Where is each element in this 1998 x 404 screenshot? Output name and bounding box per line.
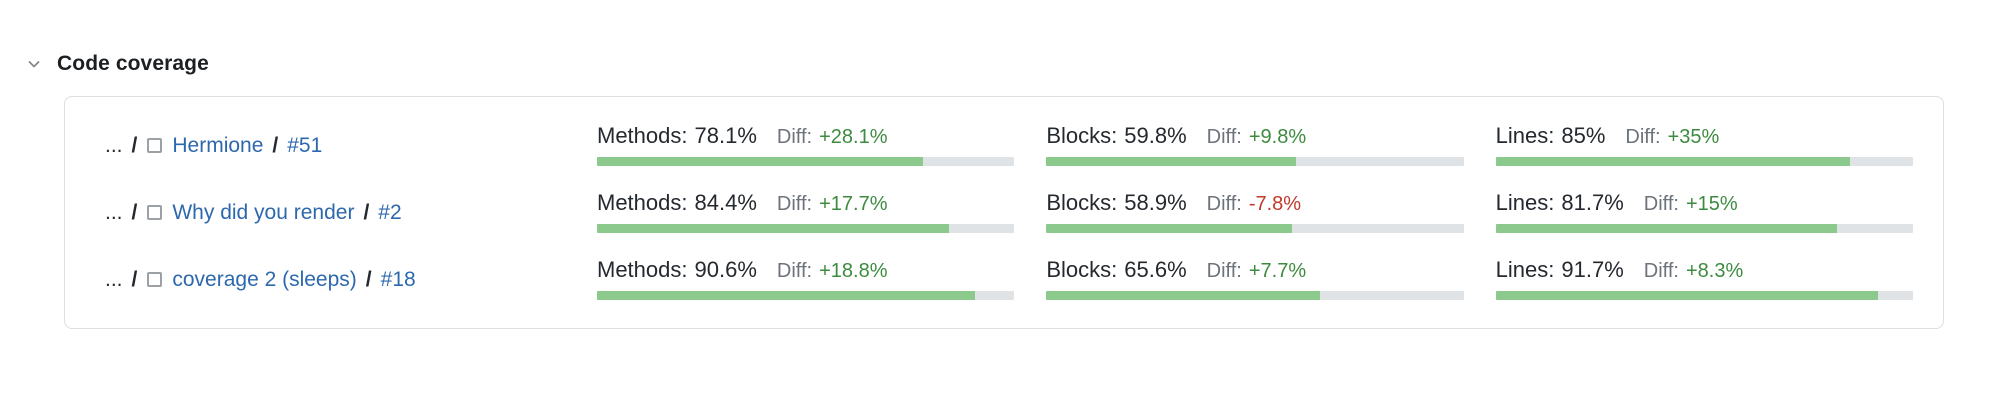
metric-value: 58.9%	[1124, 190, 1187, 215]
metric-value: 91.7%	[1561, 257, 1624, 282]
breadcrumb: ... / Hermione / #51	[105, 123, 565, 166]
build-number-link[interactable]: #18	[380, 267, 416, 291]
breadcrumb-ellipsis: ...	[105, 133, 123, 157]
coverage-bar-track	[1495, 291, 1913, 300]
configuration-link[interactable]: coverage 2 (sleeps)	[172, 267, 357, 291]
coverage-bar-track	[597, 157, 1015, 166]
blocks-metric: Blocks: 65.6% Diff: +7.7%	[1046, 257, 1464, 300]
breadcrumb-separator: /	[363, 200, 370, 224]
diff-value: +7.7%	[1248, 260, 1307, 282]
metric-value: 78.1%	[694, 123, 757, 148]
methods-metric: Methods: 90.6% Diff: +18.8%	[597, 257, 1015, 300]
coverage-bar-fill	[597, 224, 950, 233]
coverage-bar-track	[1046, 224, 1464, 233]
diff-label: Diff:	[1625, 126, 1661, 148]
coverage-bar-fill	[597, 291, 976, 300]
diff-value: +17.7%	[819, 193, 888, 215]
methods-metric: Methods: 78.1% Diff: +28.1%	[597, 123, 1015, 166]
metric-value: 84.4%	[694, 190, 757, 215]
build-number-link[interactable]: #2	[378, 200, 402, 224]
coverage-bar-track	[1046, 291, 1464, 300]
breadcrumb-separator: /	[131, 133, 138, 157]
diff-label: Diff:	[776, 260, 813, 282]
metric-value: 65.6%	[1124, 257, 1187, 282]
chevron-down-icon[interactable]	[25, 55, 43, 73]
diff-value: +35%	[1667, 126, 1720, 148]
coverage-bar-fill	[597, 157, 923, 166]
breadcrumb-separator: /	[131, 267, 138, 291]
blocks-metric: Blocks: 58.9% Diff: -7.8%	[1046, 190, 1464, 233]
metric-label: Blocks:	[1046, 190, 1118, 215]
coverage-bar-fill	[1046, 157, 1296, 166]
diff-label: Diff:	[1643, 193, 1679, 215]
square-outline-icon	[147, 272, 163, 287]
square-outline-icon	[147, 138, 163, 153]
coverage-bar-track	[1046, 157, 1464, 166]
diff-label: Diff:	[776, 126, 813, 148]
diff-value: +18.8%	[819, 260, 888, 282]
breadcrumb-ellipsis: ...	[105, 200, 123, 224]
coverage-bar-track	[597, 224, 1015, 233]
diff-label: Diff:	[1206, 193, 1242, 215]
coverage-grid: ... / Hermione / #51 Methods: 78.1% Diff…	[105, 123, 1913, 300]
blocks-metric: Blocks: 59.8% Diff: +9.8%	[1046, 123, 1464, 166]
breadcrumb-separator: /	[272, 133, 279, 157]
metric-value: 59.8%	[1124, 123, 1187, 148]
diff-label: Diff:	[1206, 126, 1242, 148]
metric-label: Blocks:	[1046, 257, 1118, 282]
metric-value: 85%	[1561, 123, 1606, 148]
metric-value: 90.6%	[694, 257, 757, 282]
breadcrumb: ... / Why did you render / #2	[105, 190, 565, 233]
methods-metric: Methods: 84.4% Diff: +17.7%	[597, 190, 1015, 233]
diff-value: +8.3%	[1685, 260, 1744, 282]
breadcrumb-ellipsis: ...	[105, 267, 123, 291]
metric-label: Lines:	[1495, 190, 1555, 215]
configuration-link[interactable]: Why did you render	[172, 200, 355, 224]
metric-label: Lines:	[1495, 257, 1555, 282]
breadcrumb-separator: /	[131, 200, 138, 224]
coverage-bar-track	[1495, 224, 1913, 233]
coverage-bar-fill	[1495, 291, 1879, 300]
diff-label: Diff:	[776, 193, 813, 215]
build-number-link[interactable]: #51	[287, 133, 323, 157]
coverage-bar-track	[597, 291, 1015, 300]
metric-label: Methods:	[597, 123, 688, 148]
configuration-link[interactable]: Hermione	[172, 133, 264, 157]
code-coverage-panel: ... / Hermione / #51 Methods: 78.1% Diff…	[64, 96, 1944, 329]
diff-value: +9.8%	[1248, 126, 1307, 148]
diff-value: +28.1%	[819, 126, 888, 148]
diff-label: Diff:	[1643, 260, 1679, 282]
lines-metric: Lines: 91.7% Diff: +8.3%	[1495, 257, 1913, 300]
section-title: Code coverage	[57, 52, 209, 75]
diff-value: -7.8%	[1248, 193, 1302, 215]
lines-metric: Lines: 81.7% Diff: +15%	[1495, 190, 1913, 233]
metric-label: Methods:	[597, 190, 688, 215]
diff-label: Diff:	[1206, 260, 1242, 282]
coverage-bar-fill	[1046, 291, 1321, 300]
metric-label: Lines:	[1495, 123, 1555, 148]
coverage-bar-fill	[1046, 224, 1293, 233]
breadcrumb: ... / coverage 2 (sleeps) / #18	[105, 257, 565, 300]
lines-metric: Lines: 85% Diff: +35%	[1495, 123, 1913, 166]
diff-value: +15%	[1685, 193, 1738, 215]
code-coverage-section-header[interactable]: Code coverage	[25, 52, 1998, 76]
coverage-bar-fill	[1495, 224, 1837, 233]
metric-label: Methods:	[597, 257, 688, 282]
coverage-bar-track	[1495, 157, 1913, 166]
breadcrumb-separator: /	[365, 267, 372, 291]
metric-value: 81.7%	[1561, 190, 1624, 215]
coverage-bar-fill	[1495, 157, 1851, 166]
metric-label: Blocks:	[1046, 123, 1118, 148]
square-outline-icon	[147, 205, 163, 220]
